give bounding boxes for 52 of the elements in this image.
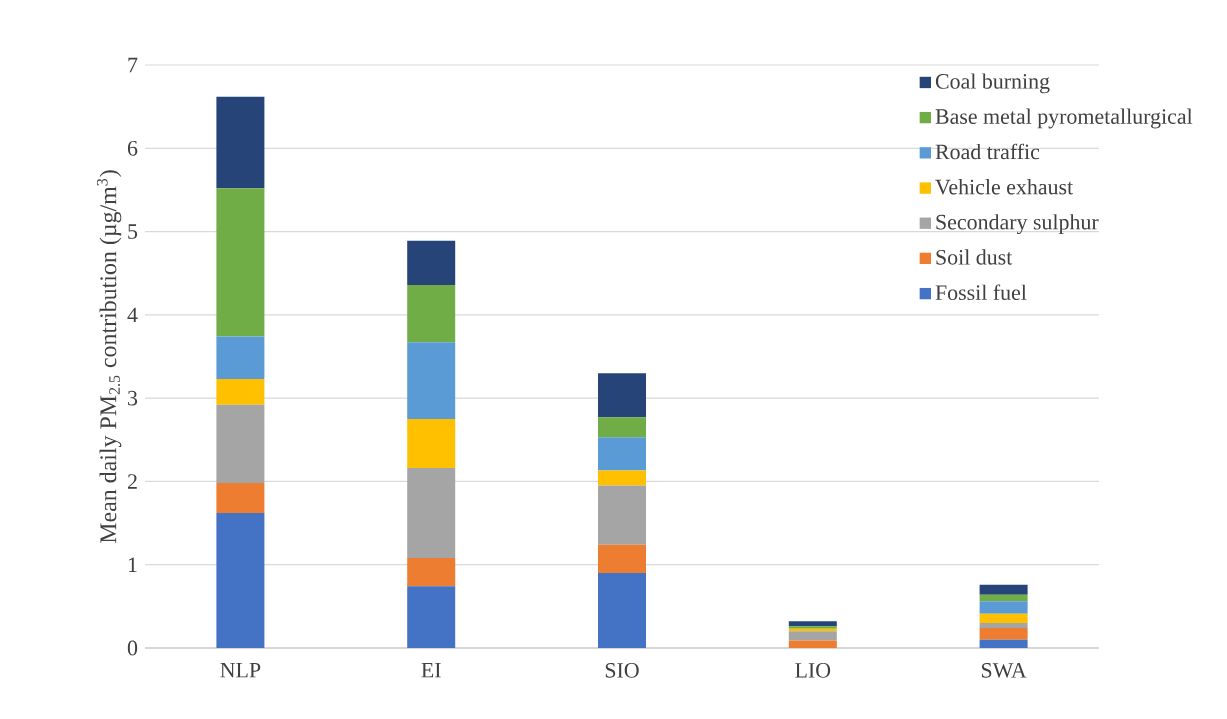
bar — [979, 613, 1028, 624]
bar — [788, 631, 837, 641]
legend-label: Vehicle exhaust — [935, 179, 1074, 195]
bar — [979, 594, 1028, 602]
bar — [598, 437, 646, 471]
x-tick-label: SIO — [605, 663, 639, 678]
bar — [979, 628, 1028, 640]
bar — [598, 470, 646, 486]
y-tick-label: 1 — [128, 557, 137, 572]
bar — [216, 404, 265, 484]
bar — [979, 584, 1028, 595]
bar — [979, 639, 1028, 648]
x-tick-label: LIO — [795, 663, 831, 678]
bar — [216, 378, 265, 405]
y-axis-title: Mean daily PM$_{2.5}$ contribution (µg/m$^{3}$) — [96, 170, 122, 543]
bar — [407, 342, 456, 419]
y-tick-label: 2 — [127, 474, 137, 489]
bar — [216, 483, 265, 514]
legend-label: Secondary sulphur — [936, 214, 1099, 235]
bar — [598, 485, 646, 545]
bar — [407, 418, 456, 469]
bar — [216, 336, 265, 379]
legend-label: Road traffic — [935, 143, 1040, 160]
bar — [407, 284, 456, 343]
y-tick-label: 4 — [127, 307, 138, 323]
bar — [788, 640, 837, 648]
x-tick-label: SWA — [981, 663, 1027, 678]
bar — [598, 573, 646, 648]
bar — [598, 373, 646, 418]
bar — [407, 240, 456, 285]
bar — [788, 621, 837, 627]
bar — [216, 188, 265, 337]
y-tick-label: 6 — [127, 140, 138, 156]
bar — [979, 601, 1028, 614]
y-tick-label: 5 — [128, 224, 138, 239]
bar — [407, 558, 456, 587]
bar — [407, 468, 456, 559]
bar — [216, 513, 265, 648]
y-tick-label: 0 — [127, 640, 138, 656]
legend-label: Soil dust — [936, 249, 1013, 265]
legend-label: Fossil fuel — [935, 284, 1027, 301]
bar — [216, 96, 265, 189]
y-tick-label: 7 — [128, 57, 138, 73]
x-tick-label: NLP — [220, 663, 261, 678]
bar — [598, 417, 646, 438]
bar — [407, 586, 456, 648]
bar — [979, 623, 1028, 629]
bar — [598, 544, 646, 574]
x-tick-label: EI — [421, 663, 441, 678]
legend-label: Coal burning — [935, 73, 1050, 94]
y-tick-label: 3 — [128, 390, 138, 406]
legend-label: Base metal pyrometallurgical — [935, 108, 1193, 129]
